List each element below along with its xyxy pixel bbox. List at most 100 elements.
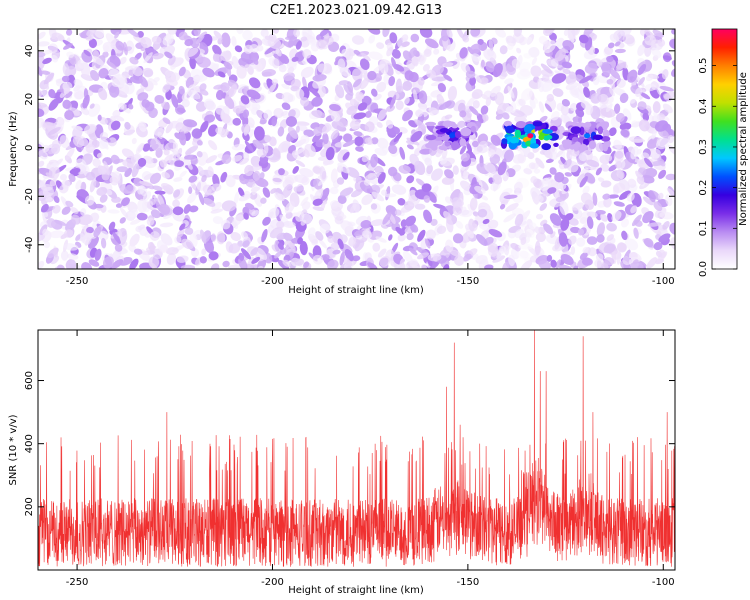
heatmap-cell <box>353 112 367 120</box>
heatmap-cell <box>444 196 453 204</box>
heatmap-cell <box>299 167 314 178</box>
heatmap-cell <box>66 51 75 58</box>
heatmap-cell <box>653 112 660 122</box>
heatmap-cell <box>658 249 666 259</box>
heatmap-cell <box>453 255 465 266</box>
heatmap-cell <box>349 98 358 107</box>
heatmap-cell <box>361 155 369 163</box>
heatmap-cell <box>485 61 495 73</box>
heatmap-cell <box>429 109 440 116</box>
heatmap-cell <box>45 172 55 179</box>
heatmap-cell <box>276 193 285 202</box>
heatmap-cell <box>430 218 438 226</box>
heatmap-cell <box>397 233 407 242</box>
heatmap-cell <box>666 188 675 198</box>
heatmap-cell <box>321 124 330 135</box>
heatmap-cell <box>38 160 45 167</box>
heatmap-cell <box>210 263 220 269</box>
heatmap-cell <box>507 42 514 50</box>
heatmap-cell <box>231 214 244 227</box>
heatmap-cell <box>248 77 261 89</box>
heatmap-cell <box>294 258 305 266</box>
heatmap-cell <box>49 230 65 239</box>
heatmap-cell <box>80 208 87 216</box>
heatmap-cell <box>592 192 598 206</box>
heatmap-cell <box>243 123 250 136</box>
snr-panel: -250 -200 -150 -100 200 400 600 Height of str… <box>8 329 676 596</box>
heatmap-cell <box>370 153 379 168</box>
heatmap-signal-cell <box>561 139 572 147</box>
x-tick-label: -150 <box>457 577 480 588</box>
heatmap-cell <box>445 239 454 253</box>
heatmap-cell <box>382 211 392 225</box>
heatmap-cell <box>188 186 193 194</box>
heatmap-cell <box>125 184 134 193</box>
heatmap-signal-cell <box>509 138 518 144</box>
heatmap-cell <box>385 119 394 129</box>
heatmap-cell <box>159 222 174 228</box>
heatmap-signal-cell <box>454 131 462 139</box>
heatmap-cell <box>77 59 86 69</box>
heatmap-cell <box>436 94 445 105</box>
heatmap-cell <box>354 136 364 147</box>
heatmap-cell <box>152 185 163 191</box>
heatmap-cell <box>477 39 484 45</box>
heatmap-cell <box>618 190 631 200</box>
heatmap-cell <box>212 216 224 225</box>
heatmap-cell <box>51 143 61 155</box>
y-tick-label: 0 <box>24 145 35 151</box>
heatmap-cell <box>368 51 383 60</box>
heatmap-cell <box>409 259 419 267</box>
heatmap-cell <box>503 213 516 223</box>
heatmap-cell <box>573 265 579 269</box>
heatmap-cell <box>484 162 496 174</box>
heatmap-cell <box>492 62 503 78</box>
heatmap-signal-peak <box>527 133 534 139</box>
heatmap-cell <box>415 178 426 187</box>
heatmap-cell <box>92 158 101 168</box>
heatmap-cell <box>357 93 365 100</box>
heatmap-cell <box>146 200 154 209</box>
heatmap-signal-cell <box>451 123 458 129</box>
heatmap-cell <box>499 45 508 55</box>
heatmap-cell <box>361 52 371 62</box>
heatmap-cell <box>300 196 309 206</box>
heatmap-cell <box>661 69 669 80</box>
heatmap-cell <box>535 232 546 243</box>
heatmap-cell <box>42 57 53 65</box>
heatmap-cell <box>299 241 308 256</box>
heatmap-cell <box>183 204 191 214</box>
heatmap-cell <box>42 122 57 129</box>
heatmap-cell <box>319 29 329 37</box>
heatmap-cell <box>489 85 501 97</box>
heatmap-cell <box>294 174 308 184</box>
heatmap-cell <box>425 229 436 240</box>
heatmap-cell <box>410 130 423 143</box>
heatmap-cell <box>424 238 431 249</box>
heatmap-cell <box>586 216 594 229</box>
heatmap-cell <box>146 217 155 226</box>
heatmap-signal-cell <box>573 143 579 152</box>
heatmap-cell <box>381 145 389 154</box>
heatmap-cell <box>88 259 100 267</box>
heatmap-cell <box>561 61 573 69</box>
heatmap-cell <box>143 52 153 64</box>
heatmap-cell <box>591 34 598 42</box>
heatmap-cell <box>62 99 72 109</box>
heatmap-cell <box>595 209 606 215</box>
heatmap-cell <box>38 150 48 160</box>
heatmap-cell <box>570 246 576 255</box>
heatmap-cell <box>389 94 397 109</box>
heatmap-cell <box>41 89 50 98</box>
heatmap-cell <box>151 35 162 45</box>
heatmap-cell <box>38 141 45 147</box>
heatmap-cell <box>462 36 470 43</box>
heatmap-cell <box>568 235 577 245</box>
heatmap-cell <box>184 227 194 235</box>
heatmap-cell <box>665 194 673 207</box>
heatmap-cell <box>419 54 427 66</box>
heatmap-cell <box>172 199 181 208</box>
heatmap-cell <box>75 234 82 241</box>
heatmap-cell <box>388 76 396 87</box>
heatmap-cell <box>186 89 201 100</box>
